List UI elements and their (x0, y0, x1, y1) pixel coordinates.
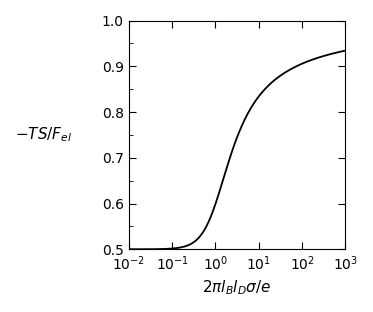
Y-axis label: $-TS/F_{el}$: $-TS/F_{el}$ (15, 125, 72, 144)
X-axis label: $2\pi l_B l_D \sigma/e$: $2\pi l_B l_D \sigma/e$ (203, 278, 272, 297)
